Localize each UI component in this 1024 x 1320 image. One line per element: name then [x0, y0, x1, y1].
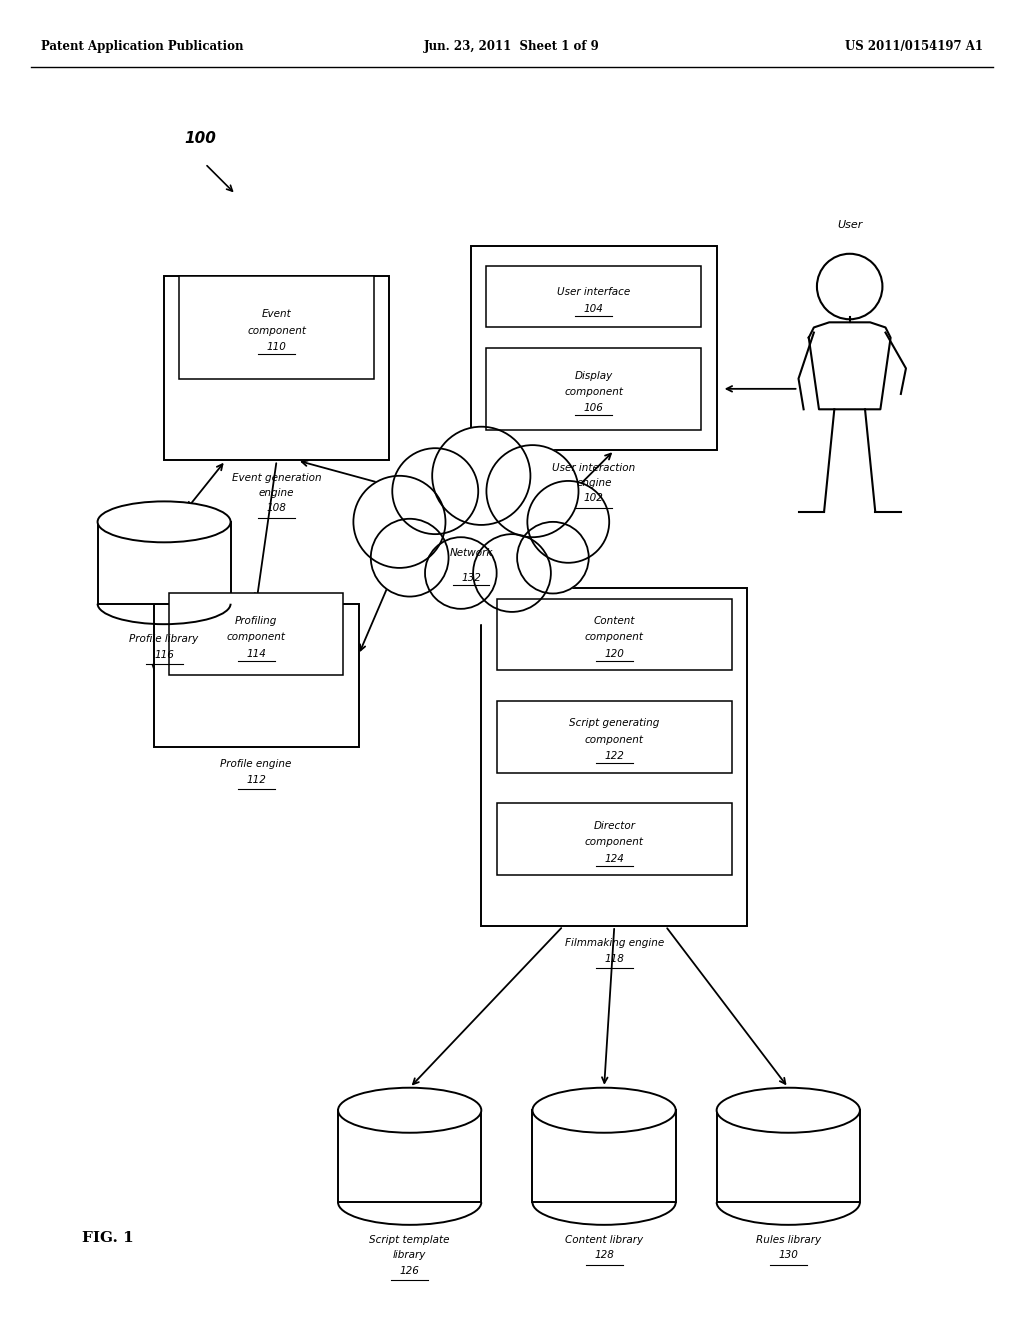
- Text: Content library: Content library: [565, 1236, 643, 1245]
- FancyBboxPatch shape: [497, 804, 732, 875]
- Text: 118: 118: [604, 953, 625, 964]
- Circle shape: [353, 475, 445, 568]
- Text: component: component: [585, 837, 644, 847]
- Text: component: component: [247, 326, 306, 335]
- Circle shape: [527, 480, 609, 562]
- Circle shape: [425, 537, 497, 609]
- Text: engine: engine: [577, 478, 611, 488]
- Text: 128: 128: [594, 1250, 614, 1261]
- Text: User interaction: User interaction: [552, 462, 636, 473]
- Text: Profile library: Profile library: [129, 635, 199, 644]
- Text: Filmmaking engine: Filmmaking engine: [564, 939, 664, 948]
- Circle shape: [432, 426, 530, 525]
- FancyBboxPatch shape: [97, 521, 230, 603]
- Text: 112: 112: [246, 775, 266, 784]
- Text: Event generation: Event generation: [231, 473, 322, 483]
- Text: Profile engine: Profile engine: [220, 759, 292, 770]
- Text: library: library: [393, 1250, 426, 1261]
- Text: 110: 110: [266, 342, 287, 352]
- FancyBboxPatch shape: [532, 1110, 676, 1203]
- FancyBboxPatch shape: [481, 589, 748, 927]
- Text: component: component: [564, 387, 624, 397]
- Text: 124: 124: [604, 854, 625, 863]
- Text: 116: 116: [155, 649, 174, 660]
- Circle shape: [486, 445, 579, 537]
- Text: 114: 114: [246, 649, 266, 659]
- Text: 132: 132: [461, 573, 481, 583]
- Text: Rules library: Rules library: [756, 1236, 821, 1245]
- Text: Display: Display: [574, 371, 613, 380]
- Text: Script generating: Script generating: [569, 718, 659, 729]
- Text: 122: 122: [604, 751, 625, 762]
- Text: Director: Director: [593, 821, 635, 830]
- Text: Network: Network: [450, 548, 493, 557]
- FancyBboxPatch shape: [471, 246, 717, 450]
- Text: US 2011/0154197 A1: US 2011/0154197 A1: [845, 40, 983, 53]
- Text: 102: 102: [584, 494, 604, 503]
- Ellipse shape: [97, 502, 230, 543]
- Ellipse shape: [338, 1088, 481, 1133]
- FancyBboxPatch shape: [486, 348, 701, 430]
- FancyBboxPatch shape: [486, 267, 701, 327]
- Circle shape: [371, 519, 449, 597]
- Ellipse shape: [717, 1088, 860, 1133]
- Circle shape: [392, 449, 478, 535]
- Text: 108: 108: [266, 503, 287, 513]
- Text: component: component: [585, 735, 644, 744]
- FancyBboxPatch shape: [497, 598, 732, 671]
- FancyBboxPatch shape: [154, 603, 358, 747]
- FancyBboxPatch shape: [338, 1110, 481, 1203]
- Text: 106: 106: [584, 404, 604, 413]
- Text: 100: 100: [184, 131, 216, 147]
- Text: FIG. 1: FIG. 1: [82, 1232, 134, 1245]
- Text: Patent Application Publication: Patent Application Publication: [41, 40, 244, 53]
- Text: engine: engine: [259, 488, 295, 498]
- Text: component: component: [226, 632, 286, 643]
- Text: 104: 104: [584, 304, 604, 314]
- Text: 130: 130: [778, 1250, 799, 1261]
- Circle shape: [389, 461, 553, 624]
- Text: User: User: [837, 220, 862, 230]
- Text: component: component: [585, 632, 644, 643]
- FancyBboxPatch shape: [164, 276, 389, 461]
- FancyBboxPatch shape: [179, 276, 374, 379]
- Text: 120: 120: [604, 649, 625, 659]
- Text: Script template: Script template: [370, 1236, 450, 1245]
- FancyBboxPatch shape: [169, 594, 343, 676]
- Text: 126: 126: [399, 1266, 420, 1275]
- Text: Content: Content: [594, 616, 635, 626]
- Text: User interface: User interface: [557, 286, 631, 297]
- Ellipse shape: [532, 1088, 676, 1133]
- Text: Jun. 23, 2011  Sheet 1 of 9: Jun. 23, 2011 Sheet 1 of 9: [424, 40, 600, 53]
- Circle shape: [473, 535, 551, 612]
- FancyBboxPatch shape: [717, 1110, 860, 1203]
- Circle shape: [517, 521, 589, 594]
- FancyBboxPatch shape: [497, 701, 732, 772]
- Text: Profiling: Profiling: [234, 616, 278, 626]
- Text: Event: Event: [262, 309, 292, 319]
